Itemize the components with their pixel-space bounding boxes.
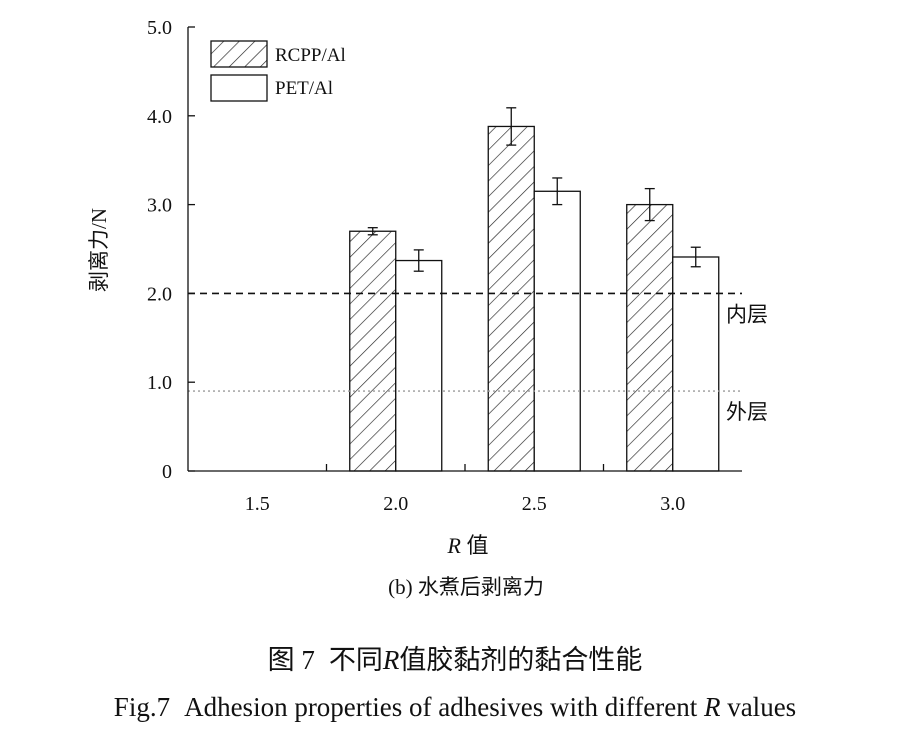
- bar-rcpp-al-3_0: [626, 203, 674, 472]
- chart-subtitle: (b) 水煮后剥离力: [388, 575, 544, 599]
- figure-caption-en: Fig.7 Adhesion properties of adhesives wi…: [0, 692, 910, 723]
- y-axis-label: 剥离力/N: [87, 208, 111, 292]
- x-tick-label-1_5: 1.5: [245, 493, 270, 515]
- bar-rcpp-al-2_0: [349, 230, 397, 472]
- y-tick-label-0: 0: [162, 461, 172, 483]
- caption-en-after: values: [720, 692, 797, 722]
- x-axis-label-rest: 值: [461, 533, 489, 558]
- caption-en-before: Adhesion properties of adhesives with di…: [184, 692, 704, 722]
- x-axis-label: R 值: [447, 533, 489, 558]
- y-tick-label-2: 2.0: [147, 283, 172, 305]
- y-tick-label-1: 1.0: [147, 372, 172, 394]
- figure-caption-cn: 图 7 不同R值胶黏剂的黏合性能: [0, 638, 910, 677]
- legend-label-pet-al: PET/Al: [275, 78, 333, 99]
- bar-pet-al-2_5: [533, 190, 581, 472]
- caption-en-prefix: Fig.7: [113, 692, 171, 722]
- legend-swatch-pet-al: [210, 74, 268, 102]
- caption-cn-before: 不同: [328, 645, 383, 675]
- bar-pet-al-2_0: [395, 259, 443, 472]
- reference-label-outer: 外层: [726, 400, 768, 424]
- x-tick-label-3_0: 3.0: [660, 493, 685, 515]
- x-axis-label-italic: R: [447, 533, 462, 558]
- x-tick-label-2_5: 2.5: [522, 493, 547, 515]
- caption-cn-italic: R: [382, 645, 400, 675]
- reference-label-inner: 内层: [726, 302, 768, 326]
- caption-en-italic: R: [703, 692, 721, 722]
- y-tick-label-3: 3.0: [147, 195, 172, 217]
- legend-label-rcpp-al: RCPP/Al: [275, 45, 346, 66]
- bar-rcpp-al-2_5: [487, 125, 535, 472]
- bar-pet-al-3_0: [672, 256, 720, 472]
- caption-cn-after: 值胶黏剂的黏合性能: [399, 645, 643, 675]
- y-tick-label-4: 4.0: [147, 106, 172, 128]
- caption-cn-prefix: 图 7: [267, 645, 315, 675]
- legend-swatch-rcpp-al: [210, 40, 268, 68]
- x-tick-label-2_0: 2.0: [383, 493, 408, 515]
- legend: RCPP/Al PET/Al: [210, 40, 346, 102]
- y-tick-label-5: 5.0: [147, 17, 172, 39]
